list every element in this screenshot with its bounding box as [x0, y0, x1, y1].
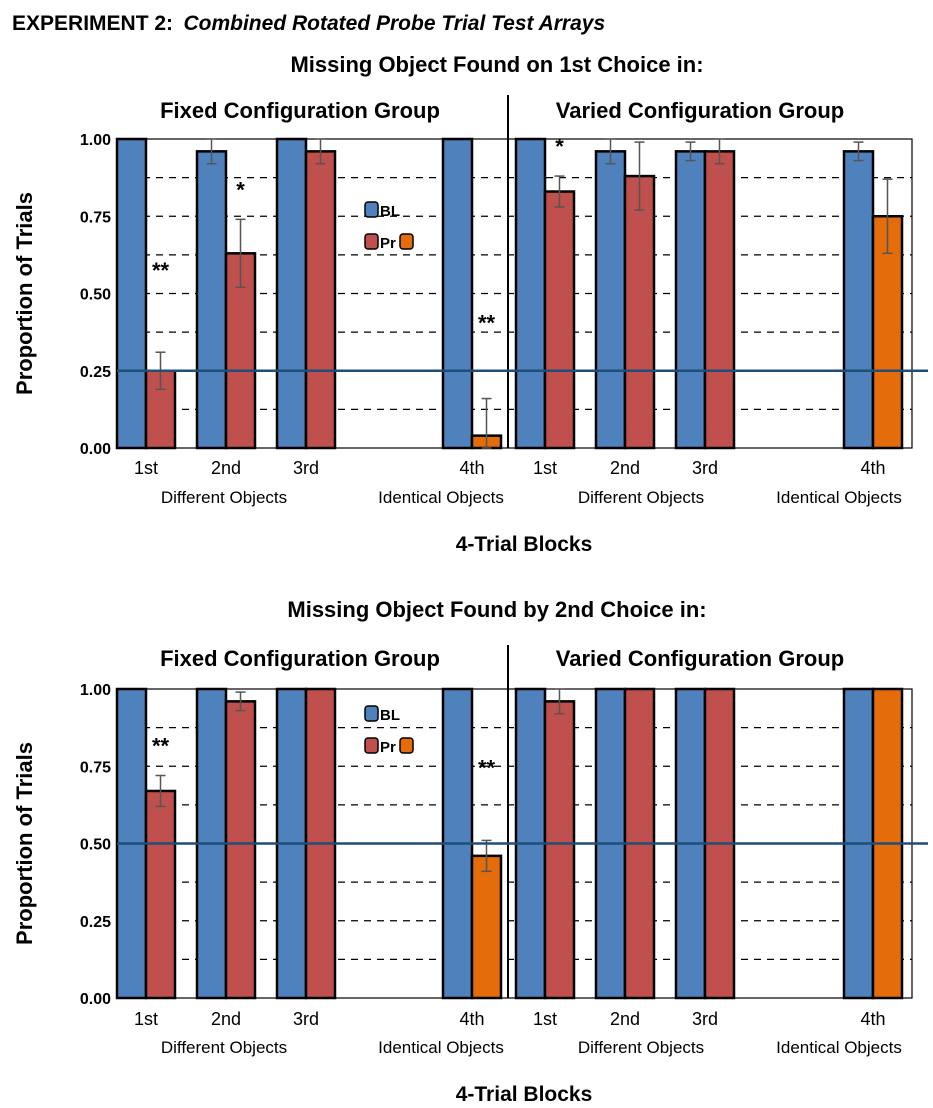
- bar: [115, 137, 148, 450]
- subgroup-label: Different Objects: [161, 1038, 287, 1057]
- chart-title: Missing Object Found by 2nd Choice in:: [287, 597, 706, 622]
- subgroup-label: Different Objects: [161, 488, 287, 507]
- bar: [470, 854, 503, 1000]
- y-tick-label: 0.75: [80, 209, 111, 226]
- bar: [594, 150, 627, 450]
- legend-label-BL: BL: [380, 203, 400, 220]
- significance-marker: *: [236, 177, 245, 202]
- group-label: Varied Configuration Group: [556, 646, 844, 671]
- y-axis-label: Proportion of Trials: [12, 742, 37, 945]
- x-tick-label: 1st: [533, 458, 557, 478]
- bar: [623, 174, 656, 450]
- legend-swatch-Pr: [364, 737, 379, 754]
- x-axis-label: 4-Trial Blocks: [456, 533, 593, 556]
- group-label: Fixed Configuration Group: [160, 646, 440, 671]
- x-tick-label: 2nd: [211, 458, 241, 478]
- significance-marker: **: [478, 756, 496, 781]
- legend-swatch-BL: [364, 201, 379, 218]
- y-tick-label: 0.75: [80, 759, 111, 776]
- group-label: Varied Configuration Group: [556, 98, 844, 123]
- x-tick-label: 4th: [860, 458, 885, 478]
- x-tick-label: 1st: [134, 1009, 158, 1029]
- y-tick-label: 0.50: [80, 837, 111, 854]
- significance-marker: **: [152, 734, 170, 759]
- legend-swatch-Pr-identical: [399, 233, 414, 250]
- bar: [514, 137, 547, 450]
- significance-marker: *: [555, 134, 564, 159]
- y-tick-label: 0.25: [80, 914, 111, 931]
- bar: [275, 137, 308, 450]
- x-tick-label: 2nd: [610, 1009, 640, 1029]
- chart-title: Missing Object Found on 1st Choice in:: [290, 52, 703, 77]
- legend-label-BL: BL: [380, 707, 400, 724]
- figure-title-prefix: EXPERIMENT 2:: [12, 12, 173, 35]
- chart-2: Missing Object Found by 2nd Choice in: 0.…: [12, 597, 928, 1106]
- legend-swatch-Pr-identical: [399, 737, 414, 754]
- bar: [195, 150, 228, 450]
- y-tick-label: 0.00: [80, 991, 111, 1008]
- legend: BL Pr: [364, 201, 414, 252]
- x-tick-label: 1st: [134, 458, 158, 478]
- significance-marker: **: [152, 258, 170, 283]
- legend-swatch-Pr: [364, 233, 379, 250]
- x-tick-label: 4th: [860, 1009, 885, 1029]
- y-tick-label: 1.00: [80, 132, 111, 149]
- subgroup-label: Identical Objects: [378, 1038, 504, 1057]
- bar: [543, 700, 576, 1000]
- bar: [703, 150, 736, 450]
- x-tick-label: 3rd: [293, 1009, 319, 1029]
- figure-title: EXPERIMENT 2: Combined Rotated Probe Tri…: [12, 12, 605, 35]
- bar: [304, 150, 337, 450]
- x-tick-label: 3rd: [692, 1009, 718, 1029]
- x-tick-label: 4th: [459, 1009, 484, 1029]
- subgroup-label: Different Objects: [578, 1038, 704, 1057]
- x-tick-label: 2nd: [610, 458, 640, 478]
- bar: [144, 789, 177, 1000]
- x-tick-label: 1st: [533, 1009, 557, 1029]
- y-axis-label: Proportion of Trials: [12, 192, 37, 395]
- x-tick-label: 3rd: [692, 458, 718, 478]
- x-tick-label: 2nd: [211, 1009, 241, 1029]
- subgroup-label: Different Objects: [578, 488, 704, 507]
- bar: [543, 190, 576, 450]
- subgroup-label: Identical Objects: [776, 488, 902, 507]
- bar: [224, 700, 257, 1000]
- charts: Missing Object Found on 1st Choice in: 0.…: [12, 52, 928, 1106]
- legend-swatch-BL: [364, 705, 379, 722]
- figure-title-italic: Combined Rotated Probe Trial Test Arrays: [183, 12, 605, 35]
- subgroup-label: Identical Objects: [776, 1038, 902, 1057]
- x-tick-label: 4th: [459, 458, 484, 478]
- legend-label-Pr: Pr: [380, 235, 396, 252]
- y-tick-label: 0.50: [80, 287, 111, 304]
- bar: [842, 150, 875, 450]
- x-axis-label: 4-Trial Blocks: [456, 1083, 593, 1106]
- legend-label-Pr: Pr: [380, 739, 396, 756]
- y-tick-label: 1.00: [80, 682, 111, 699]
- chart-1: Missing Object Found on 1st Choice in: 0.…: [12, 52, 928, 556]
- bar: [674, 150, 707, 450]
- bar: [441, 137, 474, 450]
- subgroup-label: Identical Objects: [378, 488, 504, 507]
- x-tick-label: 3rd: [293, 458, 319, 478]
- y-tick-label: 0.00: [80, 441, 111, 458]
- y-tick-label: 0.25: [80, 364, 111, 381]
- significance-marker: **: [478, 311, 496, 336]
- legend: BL Pr: [364, 705, 414, 756]
- group-label: Fixed Configuration Group: [160, 98, 440, 123]
